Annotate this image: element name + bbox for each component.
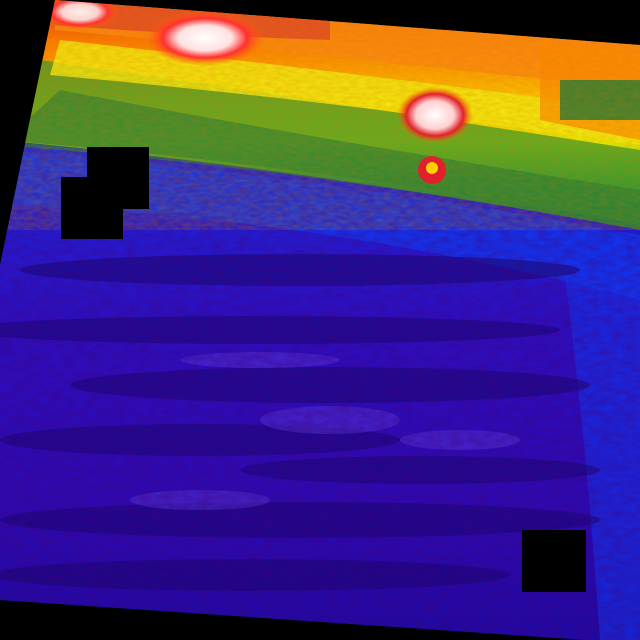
masked-regions (61, 147, 586, 592)
